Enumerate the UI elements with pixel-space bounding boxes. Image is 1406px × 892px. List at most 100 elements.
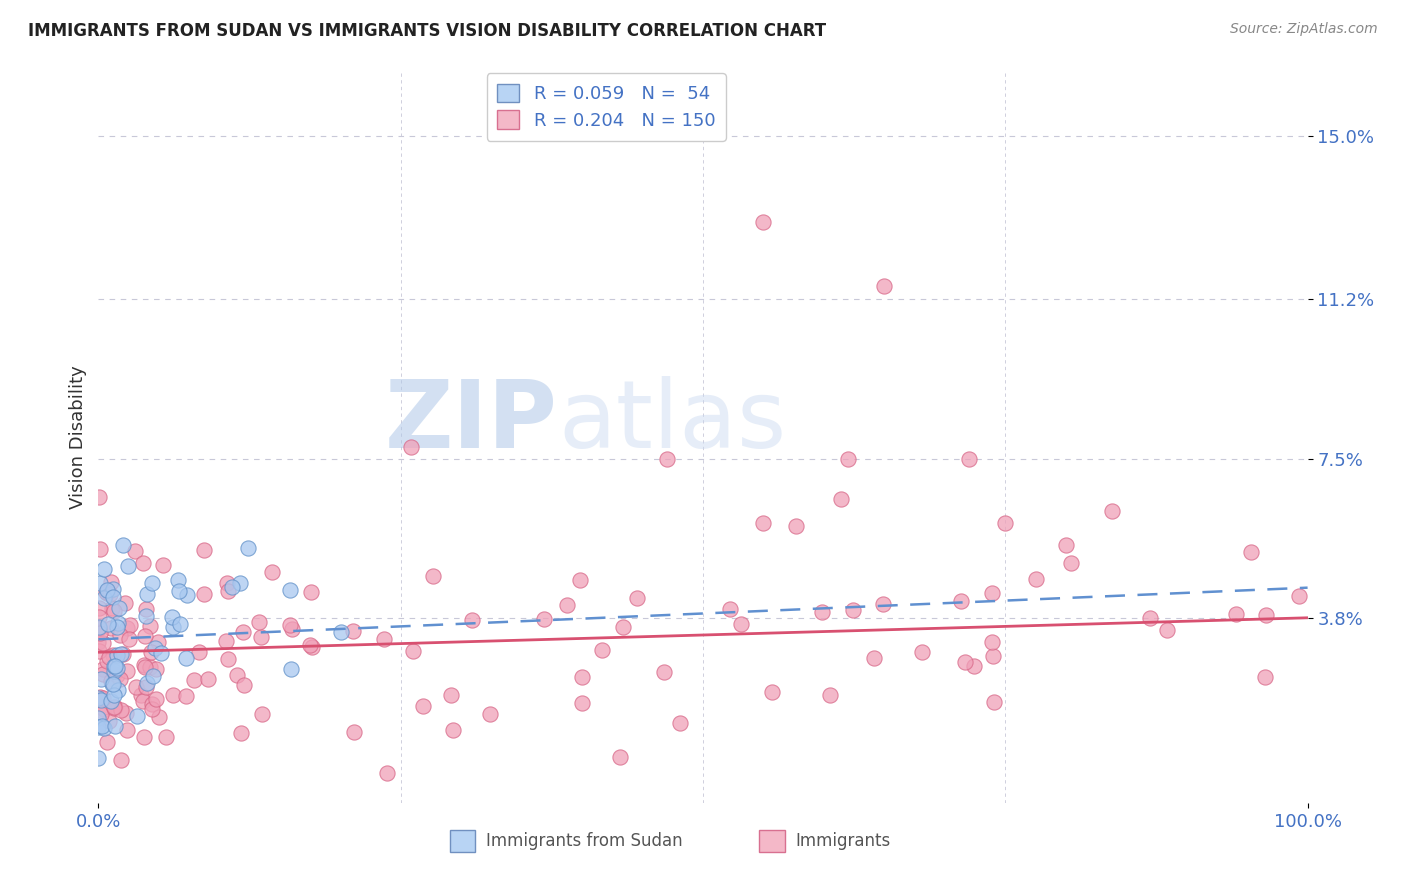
Point: [440, 688, 463, 702]
Point: [124, 544, 146, 558]
Point: [250, 706, 273, 721]
Point: [96, 735, 118, 749]
Point: [103, 666, 125, 681]
Point: [115, 706, 138, 721]
Point: [103, 659, 125, 673]
Point: [373, 632, 395, 646]
Point: [96, 584, 118, 599]
Point: [533, 612, 555, 626]
Point: [217, 652, 239, 666]
Point: [104, 718, 127, 732]
Point: [135, 602, 157, 616]
Point: [842, 603, 865, 617]
Point: [150, 646, 173, 660]
Point: [101, 600, 124, 615]
Point: [141, 576, 163, 591]
Point: [107, 682, 129, 697]
Point: [752, 215, 775, 229]
Point: [342, 624, 364, 638]
Point: [652, 665, 675, 679]
Point: [479, 707, 502, 722]
Point: [103, 699, 125, 714]
Point: [461, 613, 484, 627]
Y-axis label: Vision Disability: Vision Disability: [69, 365, 87, 509]
Point: [1254, 670, 1277, 684]
Point: [145, 662, 167, 676]
Point: [93, 591, 115, 605]
Point: [217, 584, 239, 599]
Point: [89, 576, 111, 591]
Point: [278, 582, 301, 597]
Point: [718, 602, 741, 616]
Point: [107, 600, 129, 615]
Point: [1139, 611, 1161, 625]
Point: [233, 678, 256, 692]
Point: [93, 721, 115, 735]
Point: [114, 596, 136, 610]
Point: [141, 702, 163, 716]
Point: [107, 616, 129, 631]
Point: [101, 648, 124, 662]
Point: [91, 666, 114, 681]
Point: [160, 609, 183, 624]
Point: [626, 591, 648, 605]
Point: [107, 660, 129, 674]
Point: [115, 664, 138, 678]
Point: [87, 690, 110, 705]
Point: [118, 632, 141, 646]
Point: [571, 697, 593, 711]
Point: [911, 644, 934, 658]
Point: [375, 765, 398, 780]
Text: ZIP: ZIP: [385, 376, 558, 468]
Point: [412, 699, 434, 714]
Point: [994, 516, 1017, 530]
Point: [229, 726, 252, 740]
Point: [785, 519, 807, 533]
Point: [96, 654, 118, 668]
Point: [226, 667, 249, 681]
Point: [197, 673, 219, 687]
Point: [104, 659, 127, 673]
Point: [110, 703, 132, 717]
Point: [1288, 589, 1310, 603]
Point: [141, 698, 163, 712]
Point: [90, 706, 112, 721]
Point: [957, 451, 980, 466]
Point: [120, 618, 142, 632]
Point: [135, 587, 157, 601]
Point: [96, 582, 118, 597]
Point: [1059, 556, 1081, 570]
Point: [609, 750, 631, 764]
Point: [90, 693, 112, 707]
Point: [115, 723, 138, 738]
Point: [1225, 607, 1247, 621]
Point: [818, 688, 841, 702]
Point: [215, 634, 238, 648]
Point: [281, 623, 304, 637]
Point: [90, 719, 112, 733]
Point: [591, 643, 613, 657]
Point: [155, 731, 177, 745]
Point: [193, 543, 215, 558]
Point: [125, 708, 148, 723]
Point: [87, 620, 110, 634]
Point: [830, 492, 852, 507]
Point: [330, 625, 353, 640]
Point: [183, 673, 205, 687]
Point: [93, 562, 115, 576]
Point: [91, 663, 114, 677]
Point: [91, 691, 114, 706]
Point: [402, 644, 425, 658]
Point: [1025, 572, 1047, 586]
Point: [981, 586, 1004, 600]
Point: [135, 680, 157, 694]
Point: [134, 730, 156, 744]
Point: [103, 604, 125, 618]
Point: [131, 694, 153, 708]
Point: [103, 700, 125, 714]
Point: [238, 541, 260, 555]
Point: [105, 620, 128, 634]
Point: [167, 584, 190, 599]
Point: [115, 621, 138, 635]
Point: [873, 279, 896, 293]
